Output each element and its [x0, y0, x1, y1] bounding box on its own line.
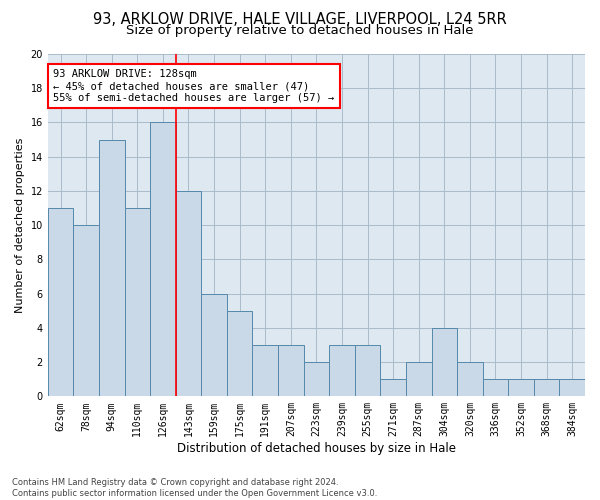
X-axis label: Distribution of detached houses by size in Hale: Distribution of detached houses by size … — [177, 442, 456, 455]
Bar — [457, 362, 482, 396]
Y-axis label: Number of detached properties: Number of detached properties — [15, 138, 25, 313]
Bar — [278, 345, 304, 397]
Bar — [48, 208, 73, 396]
Bar — [431, 328, 457, 396]
Bar — [559, 379, 585, 396]
Bar — [380, 379, 406, 396]
Bar — [176, 191, 201, 396]
Bar — [482, 379, 508, 396]
Bar — [304, 362, 329, 396]
Bar — [227, 310, 253, 396]
Bar — [329, 345, 355, 397]
Bar — [406, 362, 431, 396]
Text: Contains HM Land Registry data © Crown copyright and database right 2024.
Contai: Contains HM Land Registry data © Crown c… — [12, 478, 377, 498]
Bar — [150, 122, 176, 396]
Text: Size of property relative to detached houses in Hale: Size of property relative to detached ho… — [126, 24, 474, 37]
Bar — [355, 345, 380, 397]
Bar — [125, 208, 150, 396]
Bar — [508, 379, 534, 396]
Text: 93 ARKLOW DRIVE: 128sqm
← 45% of detached houses are smaller (47)
55% of semi-de: 93 ARKLOW DRIVE: 128sqm ← 45% of detache… — [53, 70, 334, 102]
Bar — [201, 294, 227, 397]
Bar — [534, 379, 559, 396]
Text: 93, ARKLOW DRIVE, HALE VILLAGE, LIVERPOOL, L24 5RR: 93, ARKLOW DRIVE, HALE VILLAGE, LIVERPOO… — [93, 12, 507, 28]
Bar — [253, 345, 278, 397]
Bar — [99, 140, 125, 396]
Bar — [73, 225, 99, 396]
